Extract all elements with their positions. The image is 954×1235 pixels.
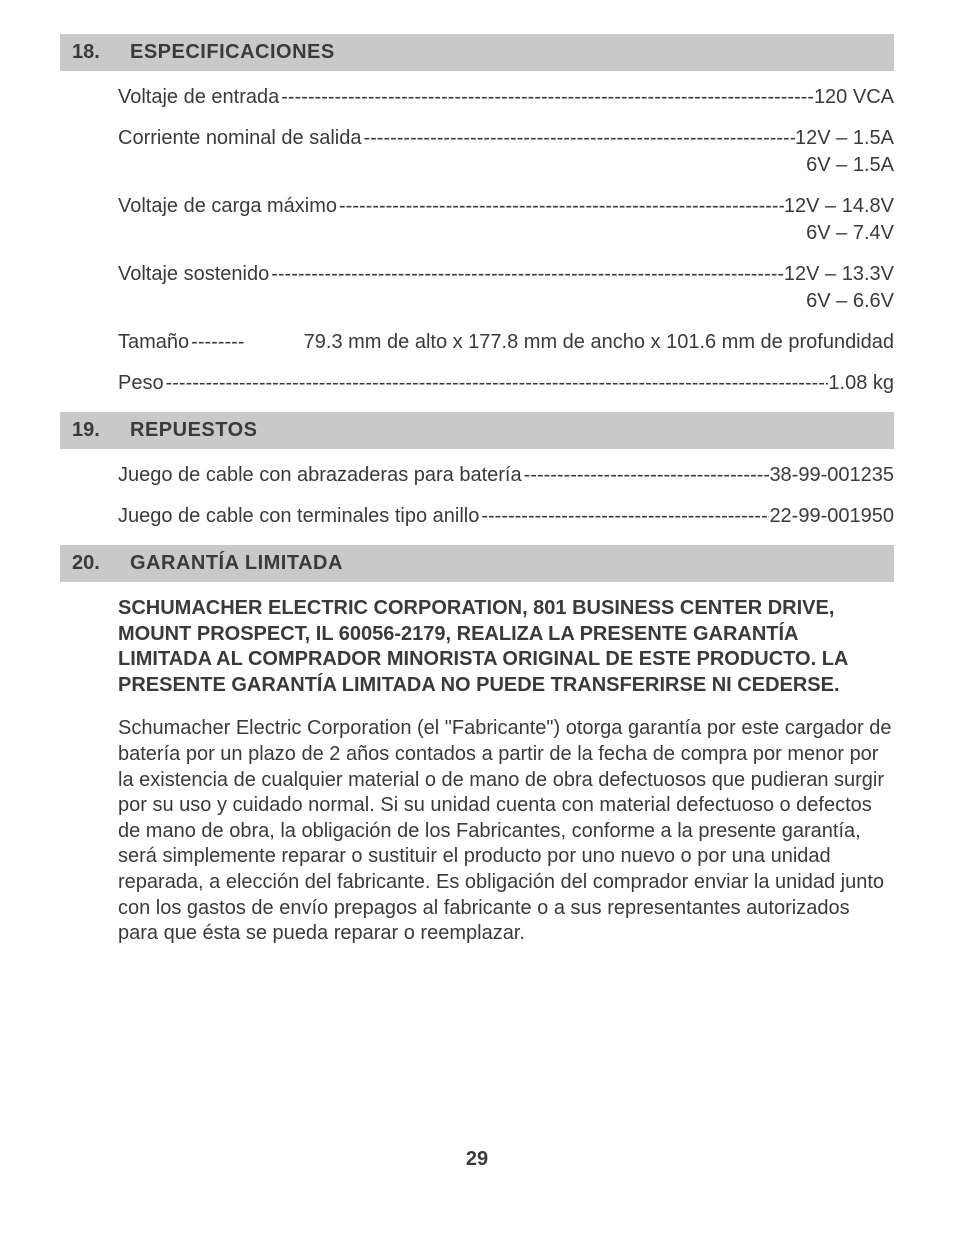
section-header-19: 19. REPUESTOS (60, 412, 894, 449)
section-title: GARANTÍA LIMITADA (130, 551, 343, 576)
spec-row: Voltaje sostenido ----------------------… (118, 262, 894, 314)
part-row: Juego de cable con terminales tipo anill… (118, 504, 894, 529)
section-num: 18. (72, 40, 130, 65)
spec-row: Voltaje de entrada ---------------------… (118, 85, 894, 110)
part-label: Juego de cable con abrazaderas para bate… (118, 463, 522, 488)
parts-block: Juego de cable con abrazaderas para bate… (60, 463, 894, 529)
section-header-18: 18. ESPECIFICACIONES (60, 34, 894, 71)
spec-label: Tamaño (118, 330, 189, 355)
leader-dashes: ----------------------------------------… (337, 194, 784, 219)
section-num: 19. (72, 418, 130, 443)
spec-row: Voltaje de carga máximo ----------------… (118, 194, 894, 246)
leader-dashes: ----------------------------------------… (164, 371, 829, 396)
spec-label: Voltaje de entrada (118, 85, 279, 110)
leader-dashes: -------- (189, 330, 304, 355)
spec-value: 79.3 mm de alto x 177.8 mm de ancho x 10… (304, 330, 894, 355)
spec-label: Peso (118, 371, 164, 396)
section-num: 20. (72, 551, 130, 576)
part-row: Juego de cable con abrazaderas para bate… (118, 463, 894, 488)
section-header-20: 20. GARANTÍA LIMITADA (60, 545, 894, 582)
section-title: REPUESTOS (130, 418, 258, 443)
part-label: Juego de cable con terminales tipo anill… (118, 504, 479, 529)
spec-value: 12V – 1.5A (795, 126, 894, 151)
leader-dashes: ----------------------------------------… (361, 126, 795, 151)
leader-dashes: ----------------------------------------… (279, 85, 814, 110)
spec-value-line2: 6V – 1.5A (118, 153, 894, 178)
warranty-block: SCHUMACHER ELECTRIC CORPORATION, 801 BUS… (60, 596, 894, 947)
warranty-paragraph: Schumacher Electric Corporation (el "Fab… (118, 716, 894, 946)
leader-dashes: ----------------------------------------… (479, 504, 769, 529)
spec-value: 120 VCA (814, 85, 894, 110)
part-number: 38-99-001235 (769, 463, 894, 488)
specs-block: Voltaje de entrada ---------------------… (60, 85, 894, 396)
spec-row: Corriente nominal de salida ------------… (118, 126, 894, 178)
spec-label: Voltaje sostenido (118, 262, 269, 287)
page-number: 29 (60, 1147, 894, 1172)
spec-row: Peso -----------------------------------… (118, 371, 894, 396)
part-number: 22-99-001950 (769, 504, 894, 529)
spec-row: Tamaño -------- 79.3 mm de alto x 177.8 … (118, 330, 894, 355)
leader-dashes: ----------------------------------------… (522, 463, 770, 488)
warranty-bold-intro: SCHUMACHER ELECTRIC CORPORATION, 801 BUS… (118, 596, 894, 698)
spec-label: Corriente nominal de salida (118, 126, 361, 151)
spec-value-line2: 6V – 6.6V (118, 289, 894, 314)
spec-value: 1.08 kg (828, 371, 894, 396)
spec-value: 12V – 14.8V (784, 194, 894, 219)
spec-value-line2: 6V – 7.4V (118, 221, 894, 246)
section-title: ESPECIFICACIONES (130, 40, 335, 65)
spec-label: Voltaje de carga máximo (118, 194, 337, 219)
leader-dashes: ----------------------------------------… (269, 262, 784, 287)
spec-value: 12V – 13.3V (784, 262, 894, 287)
